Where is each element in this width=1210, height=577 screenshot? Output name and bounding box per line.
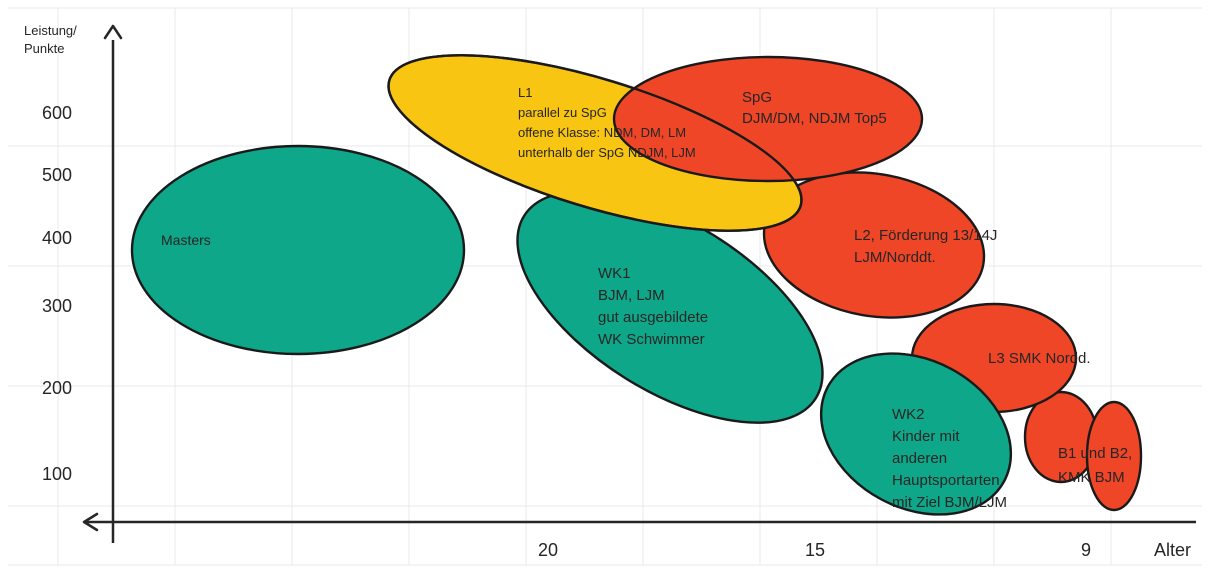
label-wk2: WK2 Kinder mit anderen Hauptsportarten, … — [892, 406, 1008, 511]
label-l2: L2, Förderung 13/14J LJM/Norddt. — [854, 227, 1002, 266]
x-axis-arrowhead — [82, 512, 99, 532]
label-l3: L3 SMK Nordd. — [988, 350, 1091, 367]
x-tick-label: 15 — [805, 540, 825, 560]
y-tick-label: 600 — [42, 103, 72, 123]
ellipse-wk1 — [516, 190, 824, 424]
label-spg: SpG DJM/DM, NDJM Top5 — [742, 89, 887, 127]
axes — [82, 24, 1196, 543]
ellipse-wk2 — [819, 352, 1013, 516]
y-tick-label: 300 — [42, 296, 72, 316]
label-b1-b2: B1 und B2, KMK BJM — [1058, 445, 1136, 486]
label-l1: L1 parallel zu SpG offene Klasse: NDM, D… — [518, 85, 696, 160]
y-axis-title: Leistung/ Punkte — [24, 23, 80, 56]
x-tick-label: 20 — [538, 540, 558, 560]
ellipse-b2 — [1085, 400, 1143, 512]
ellipse-l1-overlap-outline — [387, 54, 803, 232]
ellipse-spg — [612, 55, 924, 183]
y-axis-arrowhead — [103, 24, 123, 40]
ellipse-masters — [130, 144, 466, 356]
y-tick-label: 500 — [42, 165, 72, 185]
x-tick-label: 9 — [1081, 540, 1091, 560]
label-wk1: WK1 BJM, LJM gut ausgebildete WK Schwimm… — [598, 265, 712, 348]
x-axis-title: Alter — [1154, 540, 1191, 560]
label-masters: Masters — [161, 232, 211, 248]
y-tick-label: 100 — [42, 464, 72, 484]
y-tick-label: 200 — [42, 378, 72, 398]
group-labels: Masters L1 parallel zu SpG offene Klasse… — [161, 85, 1136, 511]
y-tick-label: 400 — [42, 228, 72, 248]
axis-labels: Leistung/ Punkte 600 500 400 300 200 100… — [24, 23, 1191, 560]
ellipses — [130, 54, 1143, 516]
